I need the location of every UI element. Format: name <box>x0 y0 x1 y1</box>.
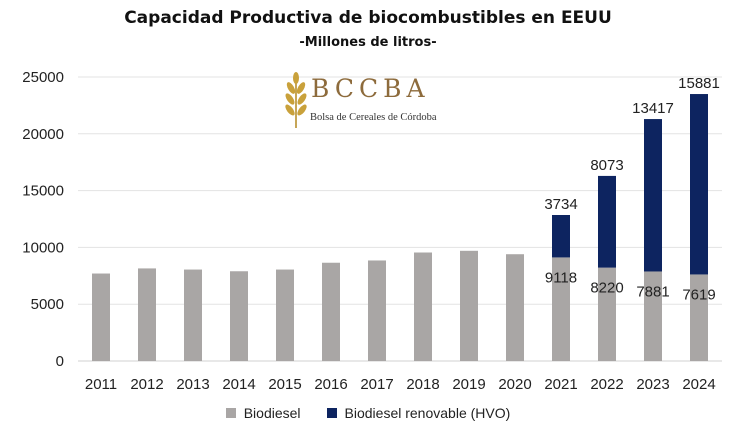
bccba-logo: BCCBA Bolsa de Cereales de Córdoba <box>283 72 437 130</box>
data-label-hvo: 15881 <box>678 75 720 92</box>
data-label-biodiesel: 7881 <box>636 283 669 300</box>
y-tick-label: 0 <box>56 353 64 370</box>
bar-biodiesel <box>92 273 110 361</box>
data-label-hvo: 13417 <box>632 100 674 117</box>
legend-item-hvo: Biodiesel renovable (HVO) <box>326 405 511 421</box>
legend-label-hvo: Biodiesel renovable (HVO) <box>344 405 511 421</box>
data-label-biodiesel: 8220 <box>590 280 623 297</box>
bar-biodiesel <box>460 250 478 361</box>
bar-biodiesel <box>368 260 386 361</box>
x-tick-label: 2024 <box>682 376 715 393</box>
data-label-hvo: 3734 <box>544 196 577 213</box>
y-tick-label: 10000 <box>22 239 64 256</box>
bar-biodiesel <box>138 268 156 361</box>
bar-biodiesel <box>506 254 524 361</box>
bar-hvo <box>598 175 616 268</box>
x-tick-label: 2018 <box>406 376 439 393</box>
data-label-biodiesel: 7619 <box>682 286 715 303</box>
logo-wordmark: BCCBA <box>311 74 430 103</box>
bar-hvo <box>644 119 662 272</box>
y-tick-label: 20000 <box>22 126 64 143</box>
y-tick-label: 5000 <box>31 296 64 313</box>
bar-biodiesel <box>644 271 662 361</box>
legend-swatch-hvo <box>326 408 337 418</box>
chart-legend: Biodiesel Biodiesel renovable (HVO) <box>0 405 736 421</box>
wheat-icon <box>285 72 307 128</box>
x-tick-label: 2013 <box>176 376 209 393</box>
x-tick-label: 2022 <box>590 376 623 393</box>
x-tick-label: 2021 <box>544 376 577 393</box>
x-tick-label: 2023 <box>636 376 669 393</box>
bar-chart: 0 5000 10000 15000 20000 25000 2011 2012 2013 201… <box>22 69 722 393</box>
y-tick-label: 15000 <box>22 183 64 200</box>
x-tick-label: 2012 <box>130 376 163 393</box>
bar-biodiesel <box>230 271 248 361</box>
bar-biodiesel <box>598 267 616 361</box>
data-label-biodiesel: 9118 <box>545 269 577 286</box>
bar-biodiesel <box>690 274 708 361</box>
bar-biodiesel <box>184 269 202 361</box>
x-tick-label: 2017 <box>360 376 393 393</box>
x-tick-label: 2020 <box>498 376 531 393</box>
chart-title: Capacidad Productiva de biocombustibles … <box>124 8 612 28</box>
y-tick-label: 25000 <box>22 69 64 86</box>
bar-biodiesel <box>276 269 294 361</box>
chart-subtitle: -Millones de litros- <box>299 35 437 50</box>
x-tick-label: 2014 <box>222 376 255 393</box>
x-tick-label: 2011 <box>85 376 117 393</box>
legend-label-biodiesel: Biodiesel <box>243 405 301 421</box>
legend-swatch-biodiesel <box>225 408 236 418</box>
x-tick-label: 2015 <box>268 376 301 393</box>
x-tick-label: 2019 <box>452 376 485 393</box>
bar-hvo <box>690 94 708 275</box>
legend-item-biodiesel: Biodiesel <box>225 405 301 421</box>
bar-biodiesel <box>322 262 340 361</box>
data-label-hvo: 8073 <box>590 157 623 174</box>
x-tick-label: 2016 <box>314 376 347 393</box>
bar-biodiesel <box>552 257 570 361</box>
bar-hvo <box>552 215 570 258</box>
bar-biodiesel <box>414 252 432 361</box>
logo-subtitle: Bolsa de Cereales de Córdoba <box>310 112 437 123</box>
